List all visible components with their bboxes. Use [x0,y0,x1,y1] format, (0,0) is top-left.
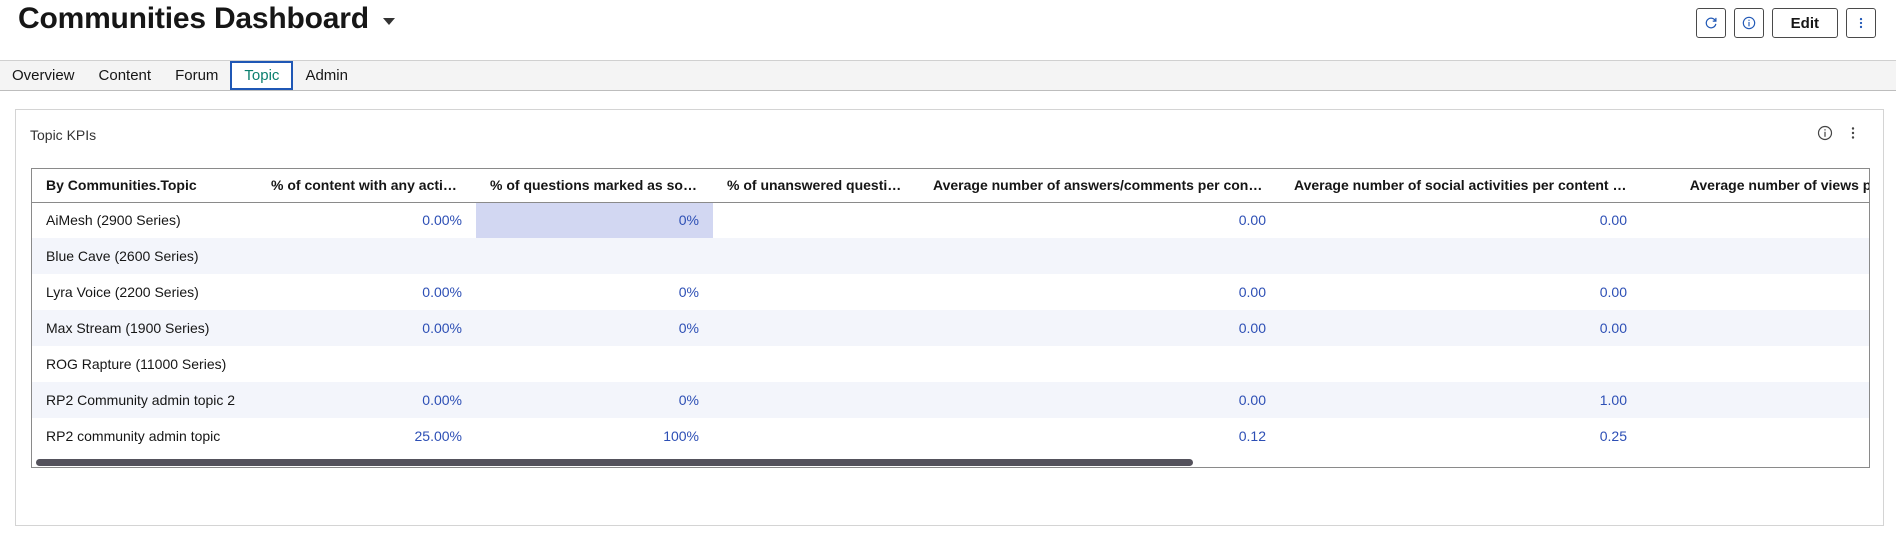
horizontal-scrollbar[interactable] [32,457,1869,467]
cell-value[interactable] [713,382,919,418]
row-label: RP2 community admin topic [46,428,221,444]
table-row: ROG Rapture (11000 Series) [32,346,1869,382]
row-label: AiMesh (2900 Series) [46,212,181,229]
column-header-avg-answers[interactable]: Average number of answers/comments per c… [919,169,1280,203]
tab-content[interactable]: Content [98,67,152,84]
cell-value[interactable]: 25.00% [414,428,462,444]
page-title: Communities Dashboard [18,2,369,35]
panel-actions [1817,125,1861,141]
cell-value[interactable]: 0.25 [1599,428,1627,444]
cell-value[interactable]: 0% [476,202,713,238]
cell-value[interactable] [257,238,476,274]
cell-value[interactable]: 0.00 [1238,212,1266,229]
kpi-table-container: By Communities.Topic % of content with a… [31,168,1870,468]
dashboard-header: Communities Dashboard Edit [0,0,1896,60]
cell-value[interactable]: 0.00 [1280,310,1641,346]
info-icon[interactable] [1817,125,1833,141]
refresh-icon [1705,17,1717,29]
chevron-down-icon[interactable] [382,17,395,25]
cell-value[interactable] [1641,418,1869,454]
cell-value[interactable] [713,418,919,454]
cell-value[interactable]: 0.00% [422,284,462,300]
row-label: RP2 Community admin topic 2 [32,382,257,418]
cell-value[interactable]: 0.00% [257,382,476,418]
cell-value[interactable]: 0.00 [919,382,1280,418]
cell-value[interactable] [713,202,919,238]
cell-value[interactable] [1280,346,1641,382]
cell-value[interactable] [713,310,919,346]
table-row: Lyra Voice (2200 Series) 0.00% 0% 0.00 0… [32,274,1869,310]
refresh-button[interactable] [1695,8,1726,38]
scrollbar-thumb[interactable] [36,459,1193,466]
cell-value[interactable]: 0.00% [257,310,476,346]
kpi-table: By Communities.Topic % of content with a… [32,169,1869,454]
cell-value[interactable]: 0.00% [422,212,462,229]
tab-forum[interactable]: Forum [175,67,219,84]
cell-value[interactable]: 0% [476,382,713,418]
cell-value[interactable] [1280,238,1641,274]
topic-kpis-panel: Topic KPIs By Communities.Topic % of con… [15,109,1884,526]
cell-value[interactable]: 0.00 [1599,284,1627,300]
cell-value[interactable] [713,346,919,382]
row-label: Lyra Voice (2200 Series) [46,284,199,300]
row-label: ROG Rapture (11000 Series) [46,356,227,372]
cell-value[interactable]: 0% [476,310,713,346]
cell-value[interactable]: 0.00 [1599,212,1627,229]
table-row: AiMesh (2900 Series) 0.00% 0% 0.00 0.00 [32,202,1869,238]
cell-value[interactable]: 1.00 [1280,382,1641,418]
column-header-topic[interactable]: By Communities.Topic [32,169,257,203]
cell-value[interactable]: 0% [678,284,699,300]
edit-button[interactable]: Edit [1771,8,1838,38]
column-header-content-activity[interactable]: % of content with any activity [257,169,476,203]
tab-bar: Overview Content Forum Topic Admin [0,60,1896,91]
row-label: Max Stream (1900 Series) [32,310,257,346]
cell-value[interactable] [1641,274,1869,310]
row-label: Blue Cave (2600 Series) [32,238,257,274]
cell-value[interactable] [713,238,919,274]
table-header-row: By Communities.Topic % of content with a… [32,169,1869,203]
more-vertical-icon[interactable] [1845,125,1861,141]
title-dropdown[interactable]: Communities Dashboard [18,2,395,36]
cell-value[interactable] [1641,346,1869,382]
cell-value[interactable] [1641,202,1869,238]
table-row: RP2 Community admin topic 2 0.00% 0% 0.0… [32,382,1869,418]
cell-value[interactable]: 0.12 [1238,428,1266,444]
cell-value[interactable] [1641,238,1869,274]
cell-value[interactable]: 0.00 [1238,284,1266,300]
cell-value[interactable] [1641,310,1869,346]
more-options-button[interactable] [1846,8,1876,38]
column-header-unanswered[interactable]: % of unanswered questions [713,169,919,203]
column-header-avg-views[interactable]: Average number of views per cont [1641,169,1869,203]
column-header-questions-solved[interactable]: % of questions marked as solved [476,169,713,203]
cell-value[interactable] [1641,382,1869,418]
cell-value[interactable] [919,346,1280,382]
table-row: Blue Cave (2600 Series) [32,238,1869,274]
table-row: Max Stream (1900 Series) 0.00% 0% 0.00 0… [32,310,1869,346]
cell-value[interactable]: 0.00 [919,310,1280,346]
column-header-avg-social[interactable]: Average number of social activities per … [1280,169,1641,203]
cell-value[interactable] [476,238,713,274]
panel-title: Topic KPIs [30,127,97,143]
tab-overview[interactable]: Overview [12,67,75,84]
header-actions: Edit [1695,8,1876,38]
table-row: RP2 community admin topic 25.00% 100% 0.… [32,418,1869,454]
cell-value[interactable] [257,346,476,382]
cell-value[interactable] [919,238,1280,274]
info-button[interactable] [1733,8,1764,38]
tab-admin[interactable]: Admin [305,67,348,84]
info-icon [1742,16,1755,30]
tab-topic[interactable]: Topic [230,61,294,90]
cell-value[interactable]: 100% [663,428,699,444]
cell-value[interactable] [713,274,919,310]
more-vertical-icon [1859,17,1863,29]
cell-value[interactable] [476,346,713,382]
